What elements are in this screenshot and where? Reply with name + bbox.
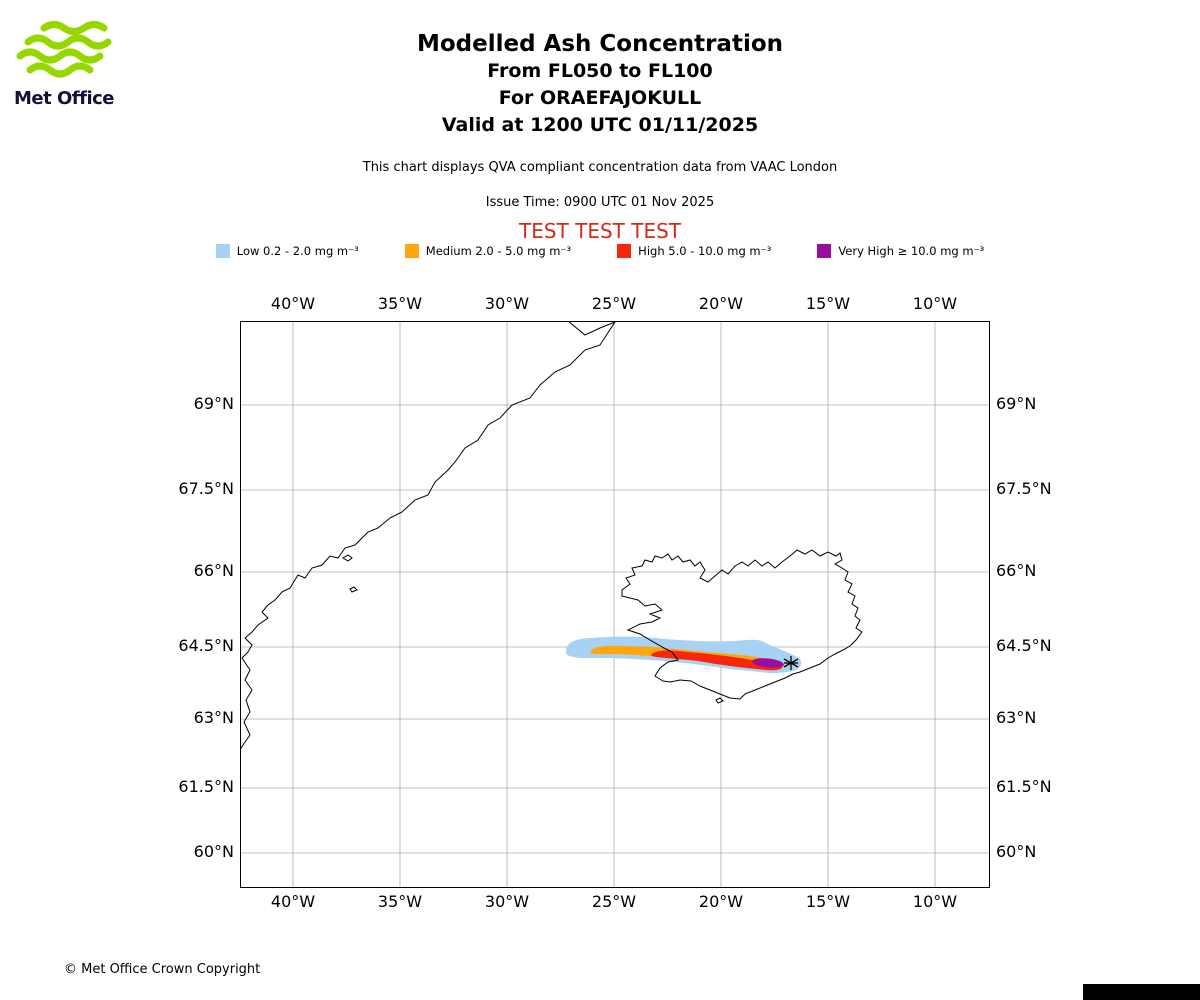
ash-concentration-map — [240, 321, 990, 888]
lat-label-left-61-5n: 61.5°N — [178, 777, 234, 796]
lat-label-right-63n: 63°N — [996, 708, 1037, 727]
lat-label-right-61-5n: 61.5°N — [996, 777, 1052, 796]
lat-label-right-64-5n: 64.5°N — [996, 636, 1052, 655]
subtitle-valid-time: Valid at 1200 UTC 01/11/2025 — [441, 114, 759, 136]
legend-item-very-high: Very High ≥ 10.0 mg m⁻³ — [817, 244, 984, 258]
legend-label-very-high: Very High ≥ 10.0 mg m⁻³ — [838, 244, 985, 258]
legend: Low 0.2 - 2.0 mg m⁻³ Medium 2.0 - 5.0 mg… — [0, 244, 1200, 258]
lon-label-top-30w: 30°W — [484, 294, 530, 313]
lat-label-left-60n: 60°N — [193, 842, 234, 861]
lon-label-top-35w: 35°W — [377, 294, 423, 313]
lat-label-right-66n: 66°N — [996, 561, 1037, 580]
screen-corner-artifact — [1083, 984, 1200, 1000]
ash-plume-high — [651, 650, 783, 671]
volcano-marker-icon — [783, 656, 799, 670]
legend-item-low: Low 0.2 - 2.0 mg m⁻³ — [215, 244, 359, 258]
lat-label-right-67-5n: 67.5°N — [996, 479, 1052, 498]
lat-label-right-60n: 60°N — [996, 842, 1037, 861]
lon-label-top-25w: 25°W — [591, 294, 637, 313]
logo-text: Met Office — [14, 88, 115, 109]
lat-label-right-69n: 69°N — [996, 394, 1037, 413]
ash-plume-very-high — [752, 658, 784, 668]
lon-label-top-10w: 10°W — [912, 294, 958, 313]
lat-label-left-63n: 63°N — [193, 708, 234, 727]
lat-label-left-66n: 66°N — [193, 561, 234, 580]
chart-header: Modelled Ash Concentration From FL050 to… — [0, 30, 1200, 243]
greenland-coastline — [240, 321, 617, 751]
graticule-grid — [240, 321, 990, 888]
lat-label-left-64-5n: 64.5°N — [178, 636, 234, 655]
iceland-coastline — [621, 549, 863, 700]
lon-label-top-40w: 40°W — [270, 294, 316, 313]
test-banner: TEST TEST TEST — [518, 219, 681, 243]
lon-label-bottom-30w: 30°W — [484, 892, 530, 911]
met-office-logo: Met Office — [14, 20, 124, 109]
lon-label-bottom-20w: 20°W — [698, 892, 744, 911]
lon-label-bottom-40w: 40°W — [270, 892, 316, 911]
legend-label-low: Low 0.2 - 2.0 mg m⁻³ — [236, 244, 359, 258]
legend-item-high: High 5.0 - 10.0 mg m⁻³ — [617, 244, 771, 258]
subtitle-flight-levels: From FL050 to FL100 — [487, 60, 713, 82]
page-title: Modelled Ash Concentration — [416, 31, 784, 57]
lon-label-top-20w: 20°W — [698, 294, 744, 313]
legend-label-high: High 5.0 - 10.0 mg m⁻³ — [638, 244, 772, 258]
lon-label-bottom-10w: 10°W — [912, 892, 958, 911]
legend-swatch-high — [617, 244, 632, 258]
lon-label-top-15w: 15°W — [805, 294, 851, 313]
legend-item-medium: Medium 2.0 - 5.0 mg m⁻³ — [404, 244, 572, 258]
issue-time: Issue Time: 0900 UTC 01 Nov 2025 — [485, 195, 715, 210]
legend-swatch-low — [215, 244, 230, 258]
lon-label-bottom-25w: 25°W — [591, 892, 637, 911]
small-islands — [342, 554, 358, 593]
lat-label-left-69n: 69°N — [193, 394, 234, 413]
legend-swatch-medium — [404, 244, 419, 258]
lat-label-left-67-5n: 67.5°N — [178, 479, 234, 498]
subtitle-volcano: For ORAEFAJOKULL — [498, 87, 702, 109]
logo-waves-icon — [14, 21, 114, 86]
lon-label-bottom-35w: 35°W — [377, 892, 423, 911]
lon-label-bottom-15w: 15°W — [805, 892, 851, 911]
legend-swatch-very-high — [817, 244, 832, 258]
footer-copyright: © Met Office Crown Copyright — [64, 962, 261, 977]
map-frame — [240, 321, 990, 888]
islet — [715, 697, 724, 704]
chart-description: This chart displays QVA compliant concen… — [362, 160, 838, 175]
legend-label-medium: Medium 2.0 - 5.0 mg m⁻³ — [425, 244, 572, 258]
